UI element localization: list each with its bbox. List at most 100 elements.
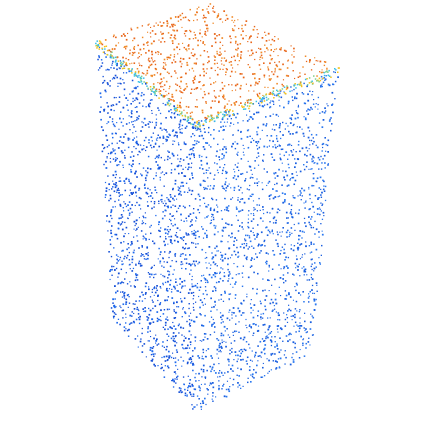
front-face-point: [274, 144, 276, 146]
top-face-point: [266, 47, 268, 50]
front-face-point: [233, 189, 236, 192]
rim-point: [143, 81, 145, 83]
left-face-point: [145, 136, 147, 139]
left-face-point: [163, 261, 165, 263]
left-face-point: [135, 147, 137, 150]
front-face-point: [294, 179, 297, 182]
top-face-point: [222, 44, 224, 46]
front-face-point: [250, 141, 252, 144]
front-face-point: [232, 334, 234, 336]
top-face-point: [274, 48, 276, 51]
top-face-point: [211, 100, 214, 102]
front-face-point: [289, 339, 291, 341]
top-face-point: [203, 74, 205, 77]
left-face-point: [99, 67, 101, 69]
front-face-point: [299, 235, 301, 237]
left-face-point: [148, 126, 150, 128]
left-face-point: [150, 136, 153, 139]
front-face-point: [274, 341, 276, 343]
front-face-point: [269, 317, 271, 319]
left-face-point: [191, 148, 193, 150]
front-face-point: [198, 212, 201, 214]
front-face-point: [250, 312, 252, 314]
front-face-point: [304, 222, 306, 224]
front-face-point: [202, 304, 204, 306]
left-face-point: [190, 135, 192, 138]
front-face-point: [256, 210, 259, 212]
front-face-point: [324, 107, 326, 110]
front-face-point: [295, 110, 297, 112]
left-face-point: [188, 324, 190, 326]
front-face-point: [256, 364, 258, 367]
left-face-point: [192, 242, 195, 244]
front-face-point: [204, 314, 206, 317]
left-face-point: [132, 132, 134, 134]
rim-point: [114, 56, 117, 59]
rim-point: [196, 122, 198, 124]
top-face-point: [202, 41, 205, 43]
top-face-point: [231, 28, 234, 30]
left-face-point: [135, 86, 137, 89]
front-face-point: [305, 200, 307, 202]
left-face-point: [128, 233, 130, 235]
front-face-point: [199, 128, 201, 131]
left-face-point: [177, 142, 180, 144]
left-face-point: [167, 226, 169, 228]
rim-point: [232, 110, 234, 112]
front-face-point: [250, 116, 253, 119]
top-face-point: [116, 57, 118, 59]
left-face-point: [164, 243, 166, 246]
front-face-point: [245, 245, 248, 247]
front-face-point: [282, 201, 285, 204]
front-face-point: [234, 141, 236, 143]
left-face-point: [169, 228, 171, 231]
left-face-point: [121, 291, 124, 293]
front-face-point: [294, 313, 296, 316]
front-face-point: [266, 135, 268, 137]
left-face-point: [174, 218, 176, 220]
top-face-point: [234, 25, 236, 27]
front-face-point: [219, 370, 221, 372]
left-face-point: [180, 213, 182, 216]
front-face-point: [237, 122, 239, 124]
top-face-point: [231, 56, 233, 59]
left-face-point: [114, 269, 116, 271]
front-face-point: [222, 314, 224, 317]
left-face-point: [117, 282, 120, 284]
left-face-point: [122, 118, 124, 120]
top-face-point: [283, 49, 286, 52]
top-face-point: [247, 41, 249, 43]
front-face-point: [305, 225, 307, 228]
left-face-point: [177, 368, 179, 370]
top-face-point: [264, 44, 266, 46]
left-face-point: [192, 212, 195, 214]
front-face-point: [300, 335, 302, 338]
left-face-point: [170, 240, 172, 242]
rim-point: [327, 74, 330, 77]
left-face-point: [124, 233, 126, 235]
front-face-point: [327, 139, 330, 142]
front-face-point: [288, 304, 290, 306]
top-face-point: [191, 111, 193, 114]
front-face-point: [259, 300, 262, 302]
left-face-point: [128, 122, 130, 124]
front-face-point: [205, 403, 207, 406]
front-face-point: [292, 176, 295, 179]
top-face-point: [179, 60, 182, 63]
front-face-point: [270, 331, 273, 333]
front-face-point: [325, 150, 327, 152]
rim-point: [101, 47, 103, 50]
left-face-point: [168, 273, 171, 276]
left-face-point: [169, 326, 172, 329]
front-face-point: [327, 83, 330, 86]
front-face-point: [311, 284, 314, 287]
front-face-point: [320, 168, 323, 170]
front-face-point: [288, 292, 290, 294]
top-face-point: [212, 22, 214, 24]
left-face-point: [115, 159, 117, 161]
top-face-point: [151, 50, 153, 53]
left-face-point: [109, 197, 112, 200]
top-face-point: [174, 70, 176, 72]
front-face-point: [250, 230, 252, 233]
